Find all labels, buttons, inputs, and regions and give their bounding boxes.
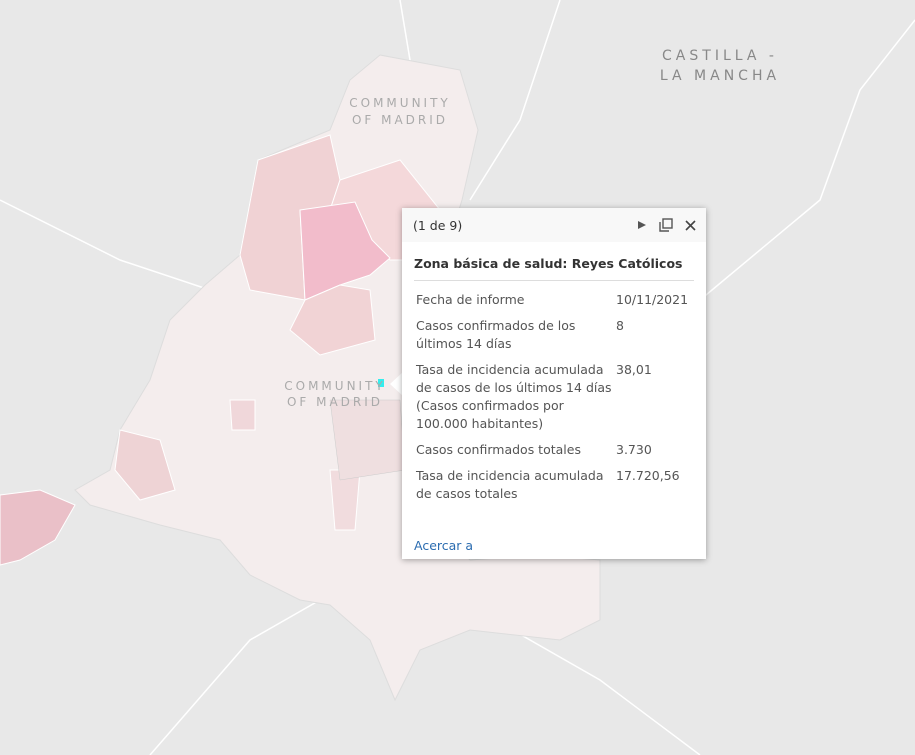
selected-zone[interactable] — [378, 379, 384, 387]
district — [114, 429, 176, 501]
district — [229, 399, 256, 431]
district — [0, 489, 76, 566]
field-label: Casos confirmados de los últimos 14 días — [416, 318, 576, 351]
map-label: OF MADRID — [352, 113, 448, 127]
field-value: 8 — [616, 318, 624, 333]
close-button[interactable] — [685, 219, 696, 231]
popup: (1 de 9) Zona básica de salud: Reyes Cat… — [402, 208, 706, 559]
field-value: 38,01 — [616, 362, 652, 377]
pager: (1 de 9) — [413, 217, 463, 233]
field-value: 17.720,56 — [616, 468, 680, 483]
field-label: Tasa de incidencia acumulada de casos de… — [416, 362, 612, 431]
zoom-link[interactable]: Acercar a — [414, 538, 474, 553]
popup-header: (1 de 9) — [402, 208, 706, 242]
dock-button[interactable] — [659, 218, 673, 232]
popup-title: Zona básica de salud: Reyes Católicos — [414, 256, 694, 281]
map-label: COMMUNITY — [284, 379, 386, 393]
next-button[interactable] — [637, 220, 647, 230]
map-label: CASTILLA - — [662, 48, 778, 64]
field-label: Fecha de informe — [416, 292, 525, 307]
field-value: 10/11/2021 — [616, 292, 689, 307]
field-value: 3.730 — [616, 442, 652, 457]
map-label: COMMUNITY — [349, 96, 451, 110]
district — [329, 399, 406, 481]
field-label: Casos confirmados totales — [416, 442, 581, 457]
district — [289, 284, 376, 356]
map-label: LA MANCHA — [660, 68, 780, 84]
attribute-table: Fecha de informe 10/11/2021 Casos confirm… — [414, 287, 690, 507]
popup-pointer — [390, 372, 403, 396]
field-label: Tasa de incidencia acumulada de casos to… — [416, 468, 604, 501]
map-label: OF MADRID — [287, 395, 383, 409]
